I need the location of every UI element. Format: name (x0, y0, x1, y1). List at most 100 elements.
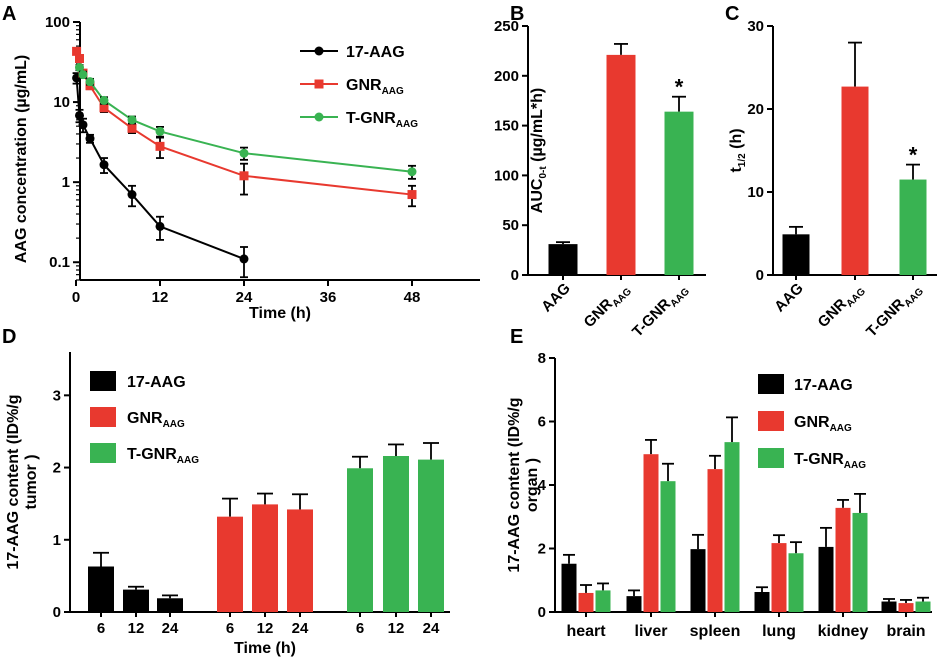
d-y-title-2: tumor ) (23, 454, 40, 509)
C-xtick-label: GNRAAG (815, 280, 869, 334)
a-legend-marker (314, 112, 324, 122)
e-legend-label-sub: AAG (830, 423, 852, 434)
B-y-title-tail: (µg/mL*h) (529, 88, 546, 167)
a-xtick-label: 36 (320, 289, 337, 306)
a-ytick-label: 0.1 (49, 254, 70, 271)
d-bar-3 (217, 516, 243, 612)
e-y-title-2: organ ) (524, 458, 541, 512)
e-ytick-label: 6 (538, 414, 546, 431)
a-xtick-label: 12 (152, 289, 169, 306)
a-data-point (407, 167, 417, 177)
d-xtick-label: 6 (97, 620, 105, 637)
e-bar (835, 507, 851, 612)
d-ytick-label: 0 (53, 604, 61, 621)
C-bar-0 (782, 234, 810, 275)
B-ytick-label: 50 (502, 217, 519, 234)
e-bar (690, 549, 706, 612)
panel-a: 0.1 1 10 100 0 12 24 36 48 Time (h) AAG concentrat… (13, 14, 480, 322)
panel-label-B: B (510, 3, 524, 25)
a-data-point (239, 171, 249, 181)
panel-e: 0 2 4 6 8 heart liver spleen lung kidney brain 17-A… (506, 350, 932, 640)
e-bar (881, 601, 897, 612)
d-legend-label: T-GNRAAG (127, 446, 199, 466)
a-series-0 (72, 72, 249, 279)
B-xtick-label: T-GNRAAG (629, 280, 692, 343)
e-legend-label: 17-AAG (794, 377, 853, 394)
panel-label-A: A (2, 3, 16, 25)
d-legend-label: GNRAAG (127, 410, 185, 430)
e-xtick-label: lung (762, 623, 796, 640)
C-ytick-label: 0 (756, 267, 764, 284)
C-ytick-label: 30 (747, 18, 764, 35)
d-legend-label-sub: AAG (177, 455, 199, 466)
e-legend-swatch (758, 448, 784, 468)
a-legend-label-sub: AAG (396, 119, 418, 130)
B-significance-star: * (675, 75, 684, 100)
a-data-point (99, 160, 109, 170)
B-bar-0 (548, 244, 578, 275)
e-bar (707, 469, 723, 612)
B-xtick-label-sub: AAG (668, 286, 692, 310)
C-y-title-sub: 1/2 (737, 153, 748, 167)
a-legend-label-main: T-GNR (346, 110, 396, 127)
a-xtick-label: 0 (72, 289, 80, 306)
a-data-point (85, 77, 95, 87)
d-xtick-label: 12 (128, 620, 145, 637)
B-y-title-sub: 0-t (538, 166, 549, 179)
d-bar-1 (123, 589, 149, 612)
a-legend-marker (314, 46, 324, 56)
d-y-title: 17-AAG content (ID%/g (5, 394, 22, 569)
a-series-2 (75, 63, 417, 180)
d-ytick-label: 3 (53, 387, 61, 404)
e-bar (626, 596, 642, 612)
a-legend-label: GNRAAG (346, 77, 404, 97)
d-legend-swatch (90, 443, 116, 463)
a-legend-label-main: 17-AAG (346, 44, 405, 61)
a-xtick-label: 24 (236, 289, 253, 306)
d-xtick-label: 12 (388, 620, 405, 637)
C-xtick-label: T-GNRAAG (863, 280, 926, 343)
a-data-point (155, 141, 165, 151)
B-bar-1 (606, 54, 636, 275)
e-legend-label: T-GNRAAG (794, 451, 866, 471)
d-legend-label-main: 17-AAG (127, 374, 186, 391)
C-xtick-label-main: AAG (771, 280, 807, 316)
d-x-title: Time (h) (234, 640, 296, 657)
a-data-point (127, 123, 137, 133)
e-series-2 (595, 416, 931, 612)
e-legend-swatch (758, 411, 784, 431)
e-bar (643, 454, 659, 612)
d-legend-label: 17-AAG (127, 374, 186, 391)
e-bar (595, 590, 611, 612)
panel-label-E: E (510, 326, 523, 348)
e-bar (561, 563, 577, 612)
e-bar (660, 481, 676, 612)
d-xtick-label: 12 (257, 620, 274, 637)
a-data-point (75, 63, 84, 73)
e-y-title: 17-AAG content (ID%/g (506, 397, 523, 572)
d-legend-label-main: T-GNR (127, 446, 177, 463)
a-legend-label-sub: AAG (382, 86, 404, 97)
B-y-title-main: AUC (529, 178, 546, 213)
e-bar (724, 442, 740, 612)
a-ytick-label: 10 (53, 94, 70, 111)
e-legend-label-sub: AAG (844, 460, 866, 471)
e-bar (852, 512, 868, 612)
e-bar (771, 543, 787, 612)
d-ytick-label: 1 (53, 532, 61, 549)
e-bar (915, 601, 931, 612)
e-bar (898, 603, 914, 612)
a-x-title: Time (h) (249, 305, 311, 322)
d-legend-label-main: GNR (127, 410, 163, 427)
C-significance-star: * (909, 143, 918, 168)
B-bar-2 (664, 111, 694, 275)
B-ytick-label: 200 (494, 68, 519, 85)
d-legend-label-sub: AAG (163, 419, 185, 430)
B-ytick-label: 150 (494, 118, 519, 135)
e-xtick-label: liver (635, 623, 668, 640)
